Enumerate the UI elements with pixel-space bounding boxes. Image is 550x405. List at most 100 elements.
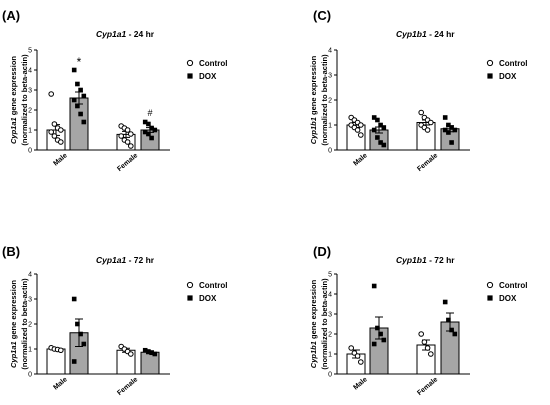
data-point-dox xyxy=(378,331,383,337)
y-tick-label: 1 xyxy=(328,352,332,359)
data-point-control xyxy=(51,133,58,139)
data-point-control xyxy=(124,127,131,133)
data-point-dox xyxy=(142,119,148,125)
data-point-control xyxy=(358,359,364,365)
y-tick-label: 0 xyxy=(28,372,32,379)
data-point-dox xyxy=(146,121,151,127)
data-point-dox xyxy=(381,125,387,130)
y-tick-label: 4 xyxy=(28,272,32,279)
data-point-control xyxy=(418,109,425,116)
y-tick-label: 1 xyxy=(328,123,332,130)
chart-title-rest: - 72 hr xyxy=(126,255,155,265)
data-point-dox xyxy=(381,142,387,148)
data-point-dox xyxy=(371,127,377,133)
data-point-dox xyxy=(71,296,77,302)
data-point-control xyxy=(424,127,431,133)
legend-label: DOX xyxy=(499,72,517,81)
y-tick-label: 5 xyxy=(28,48,32,55)
legend-label: Control xyxy=(199,281,227,290)
y-tick-label: 5 xyxy=(328,272,332,279)
significance-marker: * xyxy=(77,55,82,69)
chart-title: Cyp1b1 - 72 hr xyxy=(396,255,455,265)
data-point-dox xyxy=(142,347,148,353)
data-point-dox xyxy=(375,135,380,140)
x-tick-label: Male xyxy=(52,376,69,391)
y-tick-label: 2 xyxy=(28,108,32,115)
y-axis-label-2: (normalized to beta-actin) xyxy=(320,54,329,146)
data-point-dox xyxy=(378,140,383,145)
y-tick-label: 4 xyxy=(28,68,32,75)
data-point-dox xyxy=(81,93,87,99)
legend-marker-control xyxy=(486,59,494,67)
data-point-control xyxy=(128,131,134,137)
chart-title-rest: - 24 hr xyxy=(126,29,155,39)
data-point-control xyxy=(128,143,134,149)
data-point-dox xyxy=(446,317,451,323)
chart-title-gene: Cyp1b1 xyxy=(396,255,427,265)
data-point-control xyxy=(418,331,425,337)
data-point-dox xyxy=(71,359,77,364)
y-tick-label: 0 xyxy=(328,148,332,155)
legend-label: DOX xyxy=(199,294,217,303)
data-point-dox xyxy=(71,67,77,73)
panel-label: (B) xyxy=(2,244,20,259)
data-point-dox xyxy=(81,119,87,125)
y-axis-label: Cyp1a1 gene expression xyxy=(9,56,18,144)
y-tick-label: 2 xyxy=(328,98,332,105)
data-point-control xyxy=(358,122,364,128)
data-point-dox xyxy=(452,331,458,337)
legend-marker-dox xyxy=(487,295,493,301)
bar-control xyxy=(46,348,66,375)
data-point-dox xyxy=(75,321,80,327)
data-point-control xyxy=(48,91,55,97)
data-point-dox xyxy=(75,103,80,109)
legend-label: Control xyxy=(499,59,527,68)
data-point-dox xyxy=(146,349,151,354)
data-point-control xyxy=(48,129,55,135)
data-point-control xyxy=(421,339,428,345)
x-tick-label: Female xyxy=(116,376,139,397)
data-point-control xyxy=(428,119,434,126)
x-tick-label: Female xyxy=(416,376,439,397)
chart-title: Cyp1b1 - 24 hr xyxy=(396,29,455,39)
y-axis-label-2: (normalized to beta-actin) xyxy=(20,278,29,370)
y-tick-label: 4 xyxy=(328,48,332,55)
y-axis-label-gene: Cyp1b1 xyxy=(309,117,318,144)
x-tick-label: Female xyxy=(116,152,139,173)
x-tick-label: Male xyxy=(52,152,69,167)
y-axis-label: Cyp1a1 gene expression xyxy=(9,280,18,368)
y-axis-label-rest: gene expression xyxy=(9,280,18,342)
data-point-dox xyxy=(449,140,454,145)
panel-label: (D) xyxy=(313,244,331,259)
data-point-dox xyxy=(152,127,158,133)
y-tick-label: 1 xyxy=(28,128,32,135)
y-axis-label-gene: Cyp1a1 xyxy=(9,117,18,144)
data-point-dox xyxy=(149,135,154,141)
legend-marker-control xyxy=(486,281,494,289)
data-point-dox xyxy=(149,125,154,131)
y-axis-label-rest: gene expression xyxy=(309,279,318,341)
chart-title-rest: - 72 hr xyxy=(427,255,456,265)
y-tick-label: 2 xyxy=(328,332,332,339)
x-tick-label: Male xyxy=(352,152,369,167)
data-point-control xyxy=(354,127,361,133)
y-axis-label: Cyp1b1 gene expression xyxy=(309,55,318,144)
data-point-dox xyxy=(442,299,448,305)
data-point-control xyxy=(128,351,134,357)
legend-label: Control xyxy=(499,281,527,290)
y-tick-label: 3 xyxy=(328,312,332,319)
y-tick-label: 0 xyxy=(28,148,32,155)
data-point-dox xyxy=(142,129,148,135)
data-point-dox xyxy=(71,97,77,103)
data-point-control xyxy=(51,121,58,127)
data-point-control xyxy=(58,139,64,145)
data-point-dox xyxy=(371,283,377,289)
chart-panel-2: (B) Cyp1a1 - 72 hr Cyp1a1 gene expression(… xyxy=(2,244,227,397)
data-point-dox xyxy=(146,131,151,137)
y-axis-label-gene: Cyp1a1 xyxy=(9,341,18,368)
data-point-control xyxy=(354,353,361,359)
data-point-control xyxy=(124,139,131,145)
